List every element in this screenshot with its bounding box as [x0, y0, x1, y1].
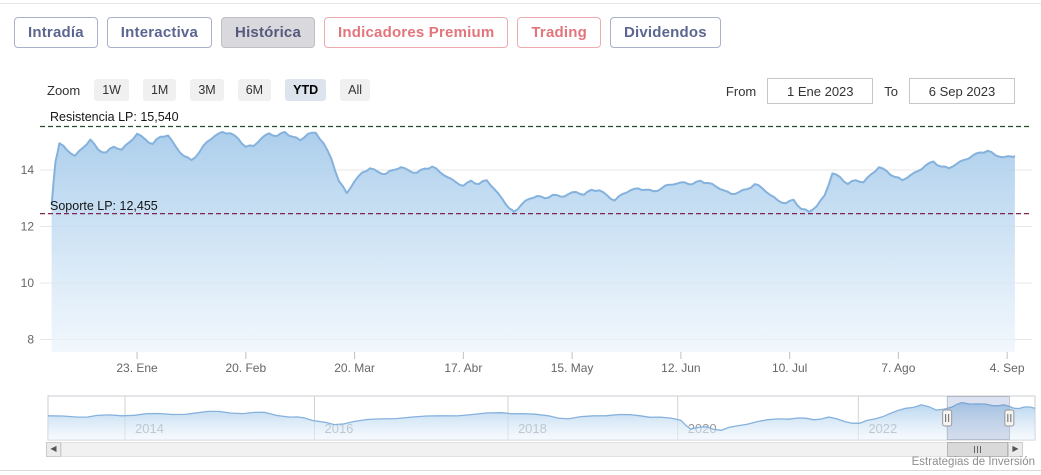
navigator-scrollbar: ◀ ▶: [46, 442, 1023, 457]
tab-intradia[interactable]: Intradía: [14, 17, 98, 48]
scrollbar-thumb[interactable]: [947, 442, 1008, 457]
date-range-row: From To: [726, 78, 1015, 104]
tab-historica[interactable]: Histórica: [221, 17, 316, 48]
top-divider: [0, 3, 1041, 4]
tab-indicadores-premium[interactable]: Indicadores Premium: [324, 17, 509, 48]
zoom-6m-button[interactable]: 6M: [237, 79, 272, 101]
x-axis-label: 23. Ene: [116, 361, 158, 375]
y-axis-label: 10: [21, 276, 35, 290]
navigator-series-line: [47, 401, 1036, 431]
zoom-all-button[interactable]: All: [340, 79, 371, 101]
zoom-3m-button[interactable]: 3M: [190, 79, 224, 101]
zoom-ytd-button[interactable]: YTD: [285, 79, 327, 101]
y-axis-label: 12: [21, 220, 35, 234]
x-axis-label: 20. Mar: [334, 361, 375, 375]
x-axis-label: 20. Feb: [225, 361, 266, 375]
scrollbar-right-arrow-icon[interactable]: ▶: [1008, 442, 1023, 457]
navigator-series-fill: [48, 402, 1035, 440]
x-axis-label: 12. Jun: [661, 361, 700, 375]
area-series-line: [50, 130, 1016, 213]
x-axis-label: 7. Ago: [881, 361, 915, 375]
from-label: From: [725, 83, 757, 99]
tab-trading[interactable]: Trading: [517, 17, 601, 48]
to-label: To: [884, 83, 898, 99]
y-axis-label: 8: [27, 333, 34, 347]
navigator-handle-left[interactable]: [942, 409, 953, 427]
scrollbar-grip-icon: [977, 446, 978, 453]
zoom-1m-button[interactable]: 1M: [142, 79, 177, 101]
x-axis-label: 15. May: [551, 361, 594, 375]
bottom-divider: [0, 470, 1041, 471]
zoom-1w-button[interactable]: 1W: [94, 79, 129, 101]
scrollbar-track[interactable]: [61, 442, 1008, 457]
support-annotation-label: Soporte LP: 12,455: [50, 199, 158, 213]
x-axis-label: 17. Abr: [444, 361, 482, 375]
x-axis-label: 4. Sep: [990, 361, 1025, 375]
navigator-selected-range[interactable]: [946, 396, 1010, 440]
tab-dividendos[interactable]: Dividendos: [609, 17, 721, 48]
to-date-input[interactable]: [909, 78, 1015, 104]
zoom-preset-row: Zoom 1W 1M 3M 6M YTD All: [47, 79, 371, 101]
resistance-annotation-label: Resistencia LP: 15,540: [50, 110, 179, 124]
area-series-fill: [51, 131, 1015, 352]
scrollbar-left-arrow-icon[interactable]: ◀: [46, 442, 61, 457]
navigator-handle-right[interactable]: [1004, 409, 1015, 427]
y-axis-label: 14: [21, 163, 35, 177]
zoom-label: Zoom: [47, 82, 81, 98]
from-date-input[interactable]: [767, 78, 874, 104]
x-axis-label: 10. Jul: [772, 361, 807, 375]
tab-interactiva[interactable]: Interactiva: [106, 17, 213, 48]
tab-bar: Intradía Interactiva Histórica Indicador…: [14, 17, 721, 48]
watermark-text: Estrategias de Inversión: [911, 456, 1035, 468]
